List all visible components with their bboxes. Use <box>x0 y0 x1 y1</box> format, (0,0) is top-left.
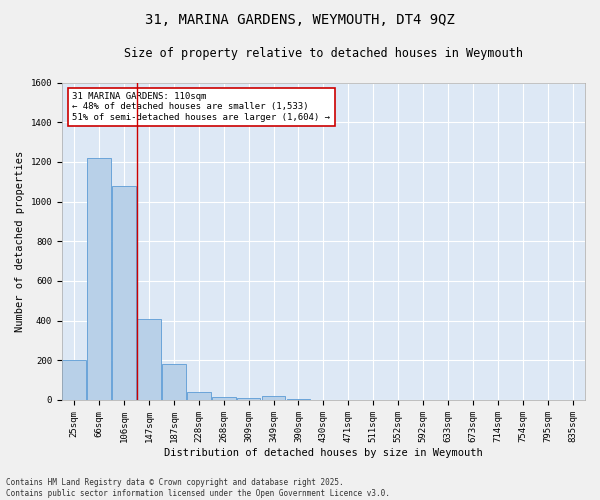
Bar <box>237 398 260 400</box>
Bar <box>162 364 186 400</box>
Bar <box>187 392 211 400</box>
X-axis label: Distribution of detached houses by size in Weymouth: Distribution of detached houses by size … <box>164 448 483 458</box>
Bar <box>212 397 236 400</box>
Bar <box>112 186 136 400</box>
Text: 31, MARINA GARDENS, WEYMOUTH, DT4 9QZ: 31, MARINA GARDENS, WEYMOUTH, DT4 9QZ <box>145 12 455 26</box>
Title: Size of property relative to detached houses in Weymouth: Size of property relative to detached ho… <box>124 48 523 60</box>
Text: Contains HM Land Registry data © Crown copyright and database right 2025.
Contai: Contains HM Land Registry data © Crown c… <box>6 478 390 498</box>
Bar <box>62 360 86 400</box>
Bar <box>137 318 161 400</box>
Bar <box>88 158 111 400</box>
Text: 31 MARINA GARDENS: 110sqm
← 48% of detached houses are smaller (1,533)
51% of se: 31 MARINA GARDENS: 110sqm ← 48% of detac… <box>72 92 330 122</box>
Bar <box>262 396 286 400</box>
Y-axis label: Number of detached properties: Number of detached properties <box>15 150 25 332</box>
Bar <box>287 399 310 400</box>
